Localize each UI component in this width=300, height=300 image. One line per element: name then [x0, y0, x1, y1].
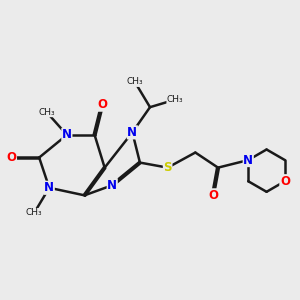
Text: CH₃: CH₃ — [38, 108, 55, 117]
Text: O: O — [97, 98, 107, 111]
Text: S: S — [164, 161, 172, 174]
Text: N: N — [44, 181, 54, 194]
Text: CH₃: CH₃ — [167, 95, 184, 104]
Text: N: N — [128, 126, 137, 139]
Text: O: O — [208, 189, 218, 202]
Text: CH₃: CH₃ — [26, 208, 42, 217]
Text: N: N — [107, 179, 117, 192]
Text: O: O — [280, 175, 290, 188]
Text: N: N — [243, 154, 253, 166]
Text: CH₃: CH₃ — [127, 77, 143, 86]
Text: O: O — [7, 151, 16, 164]
Text: N: N — [62, 128, 72, 141]
